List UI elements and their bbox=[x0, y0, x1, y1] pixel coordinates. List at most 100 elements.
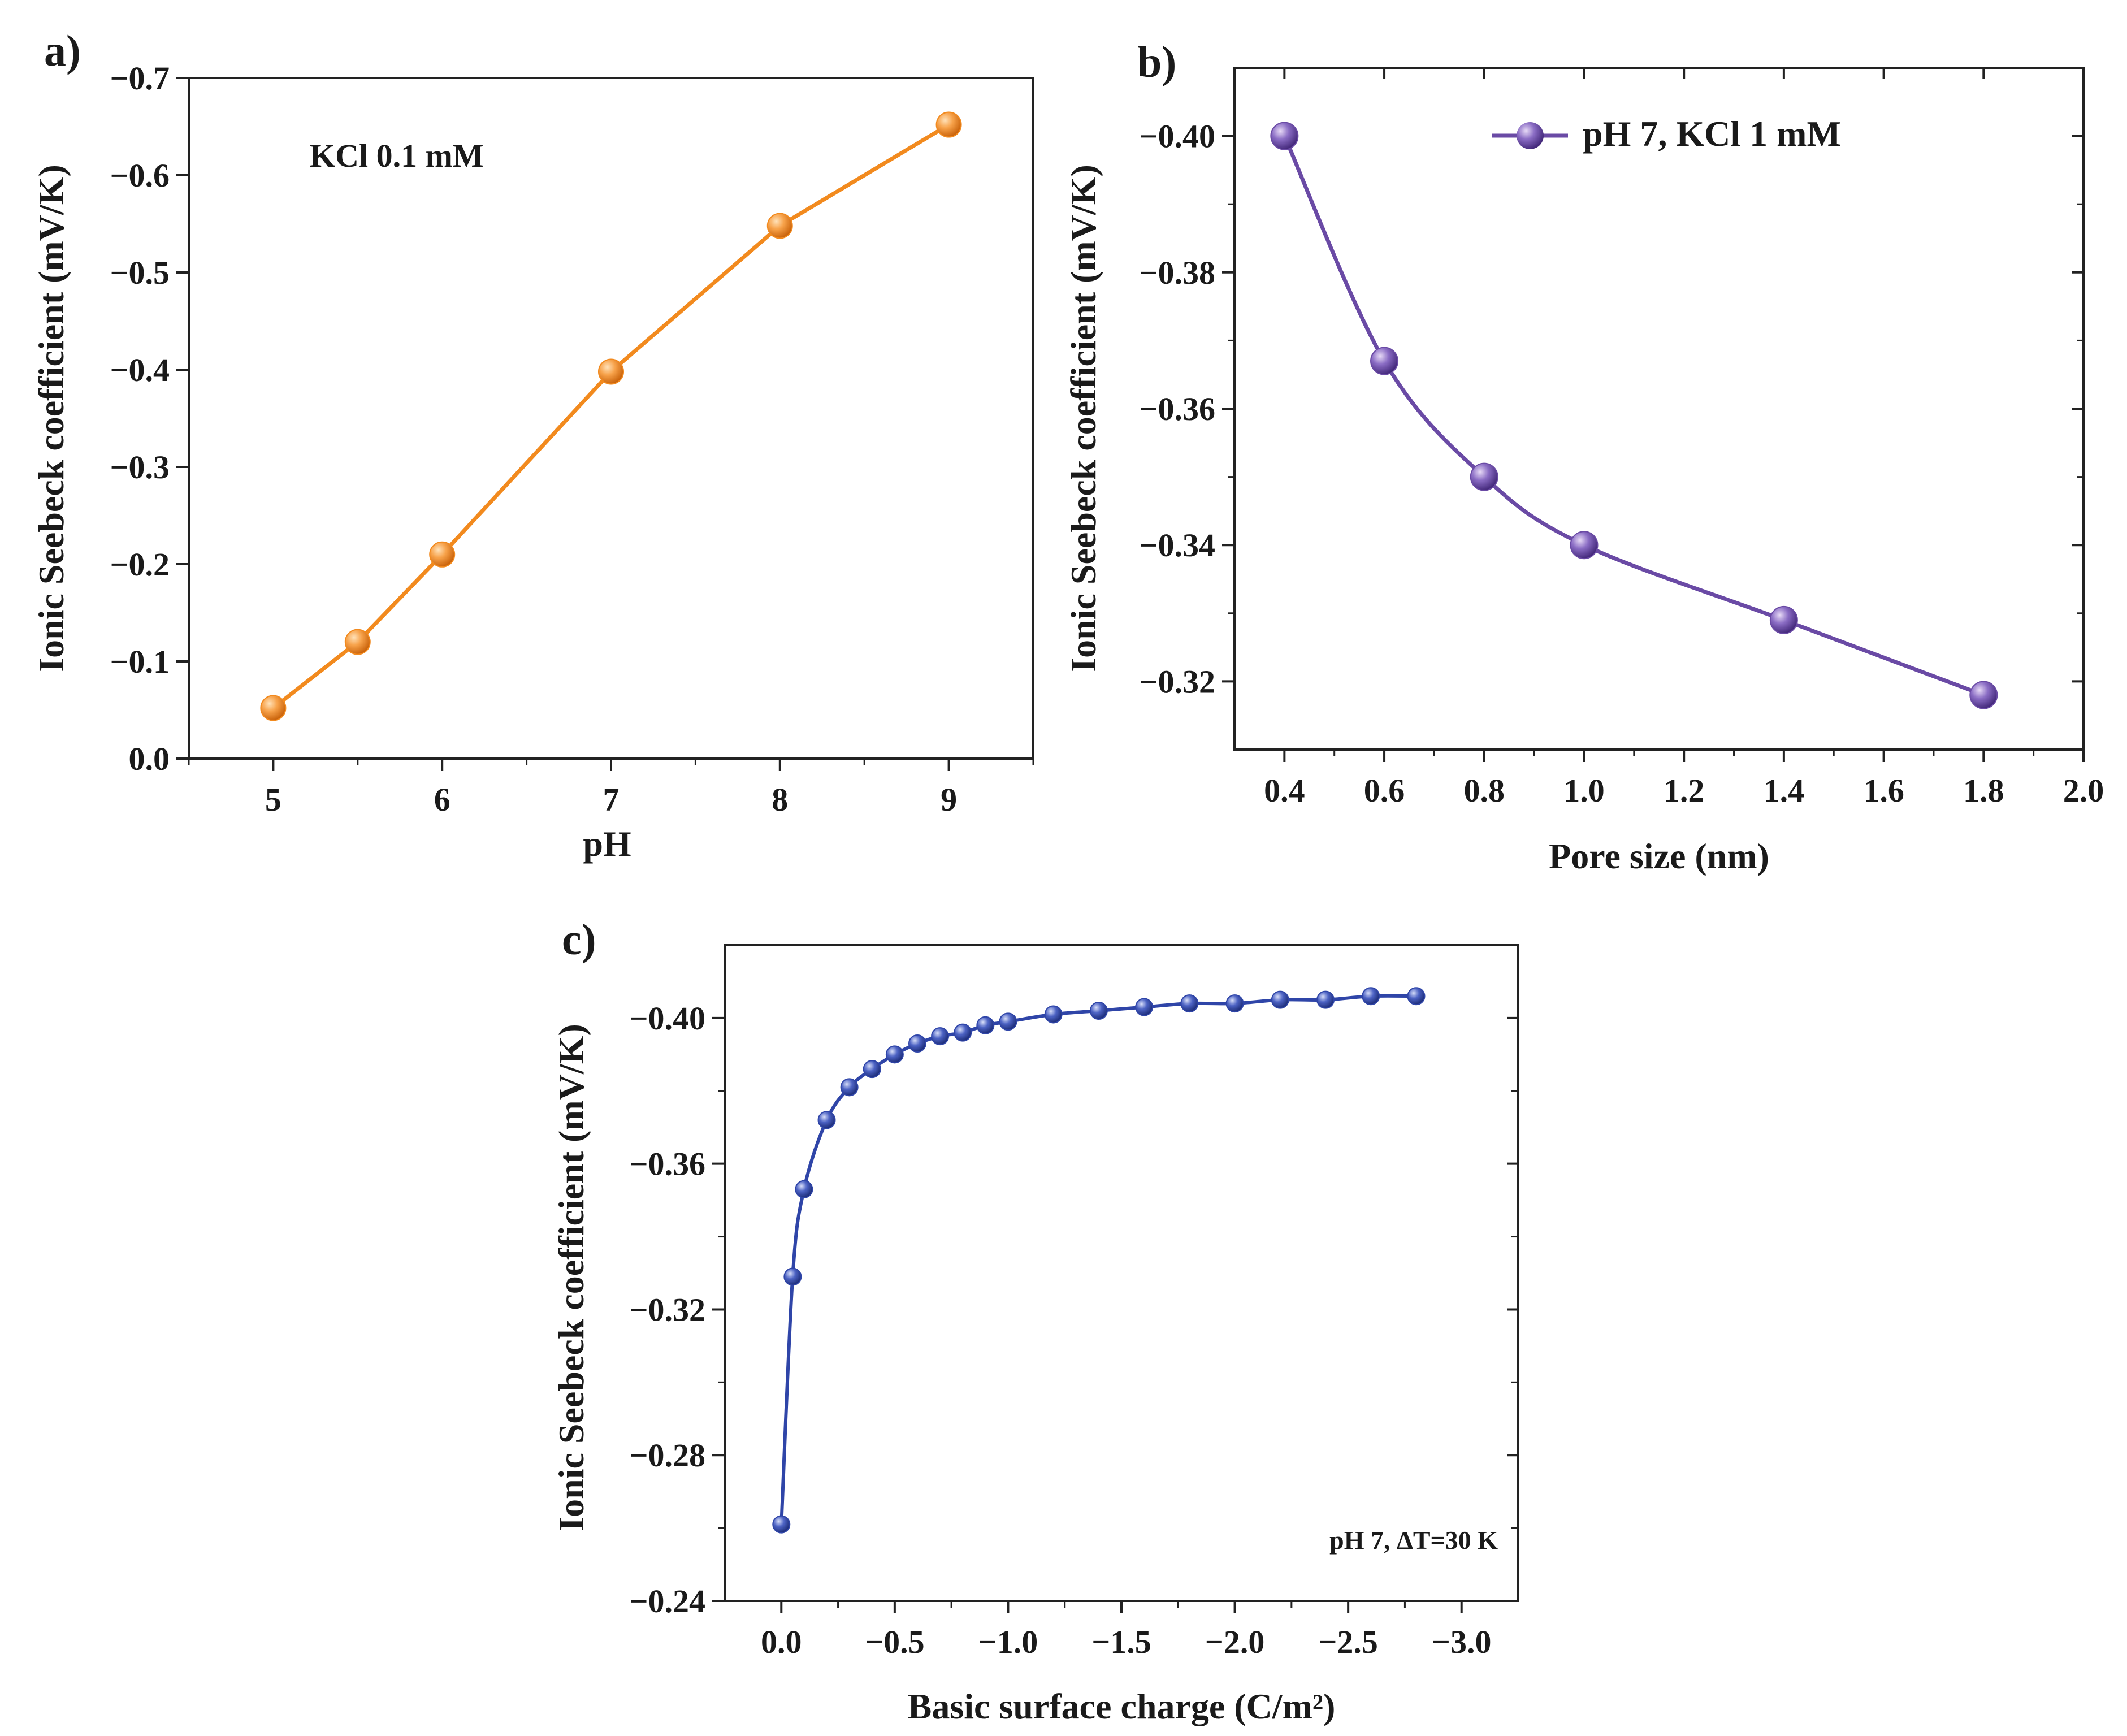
y-tick-label: −0.7 bbox=[110, 60, 170, 97]
data-point bbox=[1270, 122, 1299, 150]
panel-b: b) 0.4 0.6 0.8 1.0 1.2 1.4 1.6 1.8 2.0 −0.32−0.3… bbox=[1063, 37, 2104, 876]
panel-a-annotation: KCl 0.1 mM bbox=[310, 137, 484, 174]
x-tick-label: 6 bbox=[434, 781, 450, 818]
panel-c-y-axis-title: Ionic Seebeck coefficient (mV/K) bbox=[551, 1024, 591, 1531]
panel-c-x-tick-labels: 0.0 −0.5 −1.0 −1.5 −2.0 −2.5 −3.0 bbox=[761, 1624, 1491, 1660]
x-tick-label: 1.4 bbox=[1764, 772, 1805, 809]
panel-c: c) 0.0 −0.5 −1.0 −1.5 −2.0 −2.5 −3.0 −0.24−0.2… bbox=[551, 915, 1519, 1726]
data-point bbox=[1316, 990, 1335, 1009]
y-tick-label: −0.38 bbox=[1139, 254, 1215, 291]
x-tick-label: 0.8 bbox=[1464, 772, 1505, 809]
data-point bbox=[783, 1267, 802, 1286]
data-point bbox=[840, 1078, 859, 1097]
data-point bbox=[935, 111, 962, 138]
data-point bbox=[817, 1111, 836, 1129]
y-tick-label: −0.4 bbox=[110, 352, 170, 388]
x-tick-label: 5 bbox=[265, 781, 281, 818]
y-tick-label: −0.36 bbox=[1139, 391, 1215, 427]
panel-a-series-line bbox=[272, 123, 950, 710]
x-tick-label: −1.5 bbox=[1091, 1624, 1151, 1660]
x-tick-label: 2.0 bbox=[2063, 772, 2104, 809]
panel-b-legend: pH 7, KCl 1 mM bbox=[1492, 114, 1841, 154]
y-tick-label: −0.24 bbox=[629, 1583, 705, 1620]
data-point bbox=[954, 1023, 972, 1042]
data-point bbox=[429, 541, 456, 568]
panel-b-series-line bbox=[1283, 135, 1985, 697]
data-point bbox=[1225, 994, 1244, 1013]
y-tick-label: −0.2 bbox=[110, 546, 170, 583]
panel-c-y-tick-labels: −0.24 −0.28 −0.32 −0.36 −0.40 bbox=[629, 1000, 705, 1620]
y-tick-label: 0.0 bbox=[129, 741, 170, 777]
panel-b-x-axis-title: Pore size (nm) bbox=[1549, 836, 1769, 876]
panel-b-x-tick-labels: 0.4 0.6 0.8 1.0 1.2 1.4 1.6 1.8 2.0 bbox=[1264, 772, 2104, 809]
panel-a-y-axis-title: Ionic Seebeck coefficient (mV/K) bbox=[31, 164, 71, 672]
panel-c-label: c) bbox=[562, 915, 596, 964]
panel-c-annotation: pH 7, ΔT=30 K bbox=[1329, 1526, 1498, 1555]
data-point bbox=[1180, 994, 1199, 1013]
data-point bbox=[260, 695, 287, 721]
x-tick-label: −0.5 bbox=[865, 1624, 925, 1660]
data-point bbox=[1271, 990, 1289, 1009]
data-point bbox=[1135, 998, 1154, 1016]
panel-b-y-tick-labels: −0.32 −0.34 −0.36 −0.38 −0.40 bbox=[1139, 118, 1215, 700]
panel-c-data-points bbox=[772, 987, 1426, 1534]
x-tick-label: −3.0 bbox=[1432, 1624, 1492, 1660]
panel-b-data-points bbox=[1270, 122, 1998, 709]
y-tick-label: −0.36 bbox=[629, 1146, 705, 1183]
x-tick-label: 1.2 bbox=[1664, 772, 1705, 809]
y-tick-label: −0.5 bbox=[110, 254, 170, 291]
panel-a-y-tick-labels: 0.0 −0.1 −0.2 −0.3 −0.4 −0.5 −0.6 −0.7 bbox=[110, 60, 170, 777]
y-tick-label: −0.32 bbox=[1139, 663, 1215, 700]
data-point bbox=[1362, 987, 1380, 1006]
y-tick-label: −0.40 bbox=[629, 1000, 705, 1037]
x-tick-label: 9 bbox=[941, 781, 957, 818]
y-tick-label: −0.3 bbox=[110, 449, 170, 486]
x-tick-label: −2.5 bbox=[1318, 1624, 1378, 1660]
data-point bbox=[931, 1027, 950, 1046]
x-tick-label: 0.6 bbox=[1364, 772, 1405, 809]
data-point bbox=[885, 1045, 904, 1064]
panel-b-y-axis-title: Ionic Seebeck coefficient (mV/K) bbox=[1063, 164, 1103, 672]
y-tick-label: −0.34 bbox=[1139, 527, 1215, 564]
data-point bbox=[1370, 347, 1399, 375]
panel-c-x-axis-title: Basic surface charge (C/m²) bbox=[908, 1686, 1336, 1726]
x-tick-label: 0.4 bbox=[1264, 772, 1305, 809]
panel-a-ticks bbox=[176, 77, 1034, 771]
data-point bbox=[908, 1034, 926, 1053]
data-point bbox=[1570, 531, 1599, 560]
data-point bbox=[1407, 987, 1426, 1006]
data-point bbox=[772, 1515, 791, 1534]
data-point bbox=[766, 213, 793, 239]
x-tick-label: 8 bbox=[772, 781, 788, 818]
panel-c-plot-frame bbox=[724, 944, 1519, 1602]
x-tick-label: 1.6 bbox=[1863, 772, 1904, 809]
x-tick-label: −2.0 bbox=[1205, 1624, 1265, 1660]
panel-a-label: a) bbox=[44, 26, 81, 75]
panel-a-plot-frame bbox=[188, 77, 1034, 760]
data-point bbox=[344, 629, 371, 655]
y-tick-label: −0.6 bbox=[110, 157, 170, 194]
panel-b-plot-frame bbox=[1233, 67, 2085, 751]
data-point bbox=[976, 1016, 995, 1034]
y-tick-label: −0.1 bbox=[110, 643, 170, 680]
data-point bbox=[1044, 1005, 1063, 1024]
panel-a-data-points bbox=[260, 111, 962, 721]
y-tick-label: −0.28 bbox=[629, 1437, 705, 1474]
panel-b-ticks bbox=[1222, 68, 2085, 762]
data-point bbox=[1769, 605, 1798, 634]
panel-a-x-tick-labels: 5 6 7 8 9 bbox=[265, 781, 957, 818]
data-point bbox=[1089, 1002, 1108, 1020]
panel-a: a) 5 6 7 8 9 0.0 −0.1 −0.2 −0.3 −0.4 −0.5 −0.6 −0.7… bbox=[31, 26, 1034, 864]
panel-c-ticks bbox=[712, 1016, 1518, 1613]
y-tick-label: −0.32 bbox=[629, 1291, 705, 1328]
y-tick-label: −0.40 bbox=[1139, 118, 1215, 155]
data-point bbox=[1470, 462, 1498, 491]
x-tick-label: 1.8 bbox=[1963, 772, 2004, 809]
data-point bbox=[795, 1180, 813, 1198]
data-point bbox=[1969, 681, 1998, 709]
panel-b-label: b) bbox=[1137, 37, 1176, 86]
data-point bbox=[598, 358, 624, 385]
panel-b-legend-marker bbox=[1517, 122, 1544, 149]
x-tick-label: 7 bbox=[603, 781, 620, 818]
